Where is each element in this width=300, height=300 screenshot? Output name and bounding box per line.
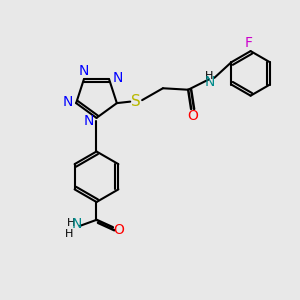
Text: N: N: [71, 217, 82, 231]
Text: H: H: [65, 229, 73, 239]
Text: O: O: [187, 110, 198, 124]
Text: N: N: [204, 75, 215, 89]
Text: N: N: [112, 71, 123, 85]
Text: N: N: [84, 114, 94, 128]
Text: N: N: [79, 64, 89, 78]
Text: H: H: [67, 218, 75, 228]
Text: O: O: [113, 223, 124, 237]
Text: S: S: [131, 94, 141, 109]
Text: H: H: [205, 71, 213, 81]
Text: F: F: [245, 36, 253, 50]
Text: N: N: [63, 94, 73, 109]
